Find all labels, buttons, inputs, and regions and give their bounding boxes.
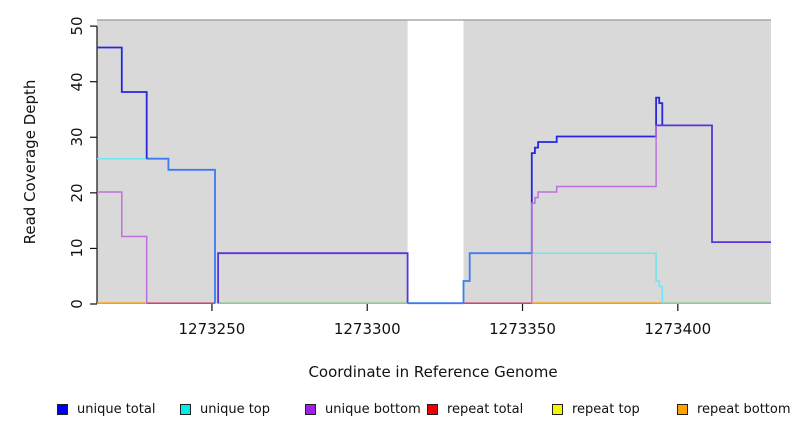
- series-unique-merged-right: [656, 124, 771, 244]
- legend-item-unique-total: unique total: [57, 399, 155, 419]
- x-tick-label: 1273250: [178, 320, 246, 338]
- legend-item-repeat-bottom: repeat bottom: [677, 399, 791, 419]
- legend-swatch-icon: [677, 403, 688, 415]
- legend-swatch-icon: [427, 403, 438, 415]
- legend-item-unique-bottom: unique bottom: [305, 399, 421, 419]
- coverage-gap-band: [407, 20, 464, 304]
- series-unique-top-right: [531, 252, 664, 304]
- series-unique-bottom-right: [531, 125, 657, 304]
- y-tick-label: 50: [68, 16, 86, 36]
- series-unique-total-right: [530, 96, 664, 254]
- legend-label: repeat top: [572, 401, 640, 417]
- legend-swatch-icon: [57, 403, 68, 415]
- y-tick-label: 30: [68, 127, 86, 147]
- y-tick-label: 10: [68, 238, 86, 258]
- series-unique-total-left: [97, 46, 148, 159]
- legend-label: unique top: [200, 401, 271, 417]
- y-tick-label: 0: [68, 299, 86, 309]
- legend-label: unique total: [77, 401, 156, 417]
- legend-label: unique bottom: [325, 401, 421, 417]
- series-unique-merged-mid: [217, 252, 409, 304]
- y-tick-label: 40: [68, 72, 86, 92]
- y-axis-title: Read Coverage Depth: [21, 79, 39, 245]
- x-tick-label: 1273400: [644, 320, 712, 338]
- legend-swatch-icon: [305, 403, 316, 415]
- x-tick-label: 1273300: [333, 320, 401, 338]
- legend-swatch-icon: [180, 403, 191, 415]
- legend-label: repeat total: [447, 401, 524, 417]
- legend-item-unique-top: unique top: [180, 399, 270, 419]
- series-unique-total-left-light: [146, 157, 216, 304]
- series-unique-bottom-left: [97, 191, 148, 304]
- x-axis-title: Coordinate in Reference Genome: [308, 363, 558, 381]
- legend: unique total unique top unique bottom repea…: [0, 399, 792, 421]
- legend-swatch-icon: [552, 403, 563, 415]
- y-tick-label: 20: [68, 183, 86, 203]
- legend-item-repeat-total: repeat total: [427, 399, 523, 419]
- series-unique-total-gap: [407, 252, 532, 305]
- legend-item-repeat-top: repeat top: [552, 399, 640, 419]
- legend-label: repeat bottom: [697, 401, 791, 417]
- x-tick-label: 1273350: [489, 320, 556, 338]
